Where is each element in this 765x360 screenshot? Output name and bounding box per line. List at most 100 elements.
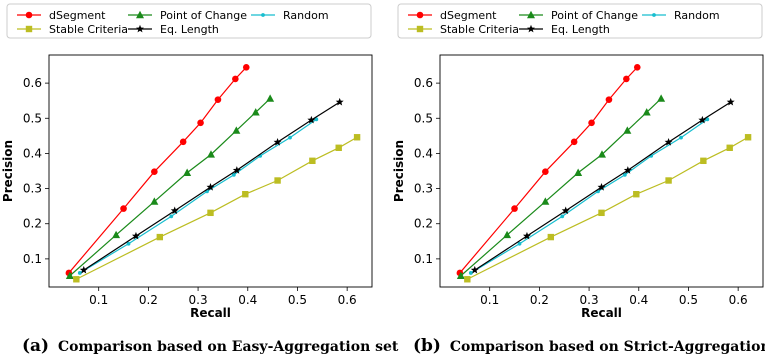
legend-marker (416, 25, 424, 33)
legend-entry: Point of Change (128, 9, 247, 22)
data-point (597, 182, 606, 191)
legend-marker (416, 11, 424, 19)
data-point (242, 64, 250, 71)
legend-entry: Point of Change (519, 9, 638, 22)
series-line (79, 118, 317, 274)
data-point (726, 97, 735, 106)
data-point (77, 271, 82, 275)
legend-box (6, 3, 372, 39)
data-point (231, 172, 236, 177)
series-line (459, 66, 638, 274)
data-point (560, 214, 565, 219)
data-point (622, 172, 627, 177)
legend-entry: dSegment (17, 9, 106, 22)
series-point-of-change (456, 94, 666, 279)
legend-label: dSegment (49, 9, 106, 22)
x-tick-label: 0.1 (89, 293, 108, 307)
data-point (335, 144, 342, 151)
data-point (542, 168, 549, 176)
data-point (335, 97, 344, 106)
data-point (468, 271, 473, 275)
data-point (73, 276, 80, 283)
legend-label: Stable Criteria (440, 23, 519, 36)
legend-label: Point of Change (160, 9, 247, 22)
caption-b-text: Comparison based on Strict-Aggregation s… (449, 339, 765, 355)
data-point (679, 135, 683, 140)
caption-a: (a) Comparison based on Easy-Aggregation… (22, 336, 398, 356)
legend-entry: Stable Criteria (408, 23, 519, 36)
data-point (744, 134, 752, 141)
legend-box (397, 3, 763, 39)
data-point (150, 197, 159, 205)
data-point (307, 115, 316, 124)
data-point (197, 119, 204, 127)
data-point (561, 206, 570, 215)
series-eq-length (79, 97, 344, 274)
series-line (68, 66, 247, 274)
data-point (131, 231, 140, 240)
legend-label: Eq. Length (160, 23, 219, 36)
legend-entry: Eq. Length (519, 23, 610, 36)
data-point (456, 271, 465, 279)
series-line (467, 136, 749, 280)
data-point (242, 191, 249, 198)
plot-frame (439, 54, 764, 288)
data-point (179, 138, 187, 146)
chart-panel-a: 0.1 0.2 0.3 0.4 0.5 0.6 0.1 0.2 0.3 0.4 0.5 0.6 Reca… (1, 3, 373, 320)
data-point (570, 138, 578, 146)
caption-b: (b) Comparison based on Strict-Aggregati… (413, 336, 765, 356)
y-tick-label: 0.5 (414, 111, 433, 125)
legend-marker (136, 10, 144, 19)
figure-canvas: 0.1 0.2 0.3 0.4 0.5 0.6 0.1 0.2 0.3 0.4 0.5 0.6 Reca… (1, 3, 764, 320)
data-point (597, 150, 606, 158)
data-point (232, 166, 241, 174)
data-point (251, 108, 260, 116)
data-point (470, 265, 479, 274)
y-axis-label: Precision (392, 140, 406, 202)
series-point-of-change (65, 94, 275, 279)
data-point (517, 241, 522, 246)
data-point (642, 108, 651, 116)
legend-label: Stable Criteria (49, 23, 128, 36)
data-point (207, 209, 214, 217)
data-point (214, 96, 222, 103)
data-point (288, 135, 292, 140)
legend-marker (652, 13, 656, 17)
x-tick-label: 0.3 (189, 293, 208, 307)
data-point (65, 271, 74, 279)
x-axis-label: Recall (190, 306, 231, 320)
series-dsegment (65, 64, 250, 277)
data-point (206, 182, 215, 191)
data-point (503, 230, 512, 239)
caption-a-text: Comparison based on Easy-Aggregation set (57, 339, 399, 355)
x-tick-label: 0.6 (729, 293, 748, 307)
series-line (83, 101, 341, 271)
y-axis-label: Precision (1, 140, 15, 202)
data-point (274, 177, 281, 184)
data-point (151, 168, 158, 176)
series-dsegment (456, 64, 641, 277)
data-point (309, 157, 316, 165)
data-point (112, 230, 121, 239)
series-eq-length (470, 97, 735, 274)
data-point (623, 75, 630, 83)
x-tick-label: 0.4 (629, 293, 648, 307)
x-tick-label: 0.4 (238, 293, 257, 307)
series-line (474, 101, 732, 271)
x-tick-label: 0.3 (580, 293, 599, 307)
x-tick-label: 0.5 (679, 293, 698, 307)
series-line (76, 136, 358, 280)
legend-label: Point of Change (551, 9, 638, 22)
legend-entry: Random (642, 9, 720, 22)
data-point (726, 144, 733, 151)
data-point (657, 94, 666, 102)
y-tick-label: 0.2 (414, 217, 433, 231)
data-point (605, 96, 613, 103)
data-point (698, 115, 707, 124)
caption-b-label: (b) (413, 336, 441, 356)
data-point (266, 94, 275, 102)
data-point (700, 157, 707, 165)
x-tick-label: 0.2 (530, 293, 549, 307)
data-point (623, 126, 632, 134)
